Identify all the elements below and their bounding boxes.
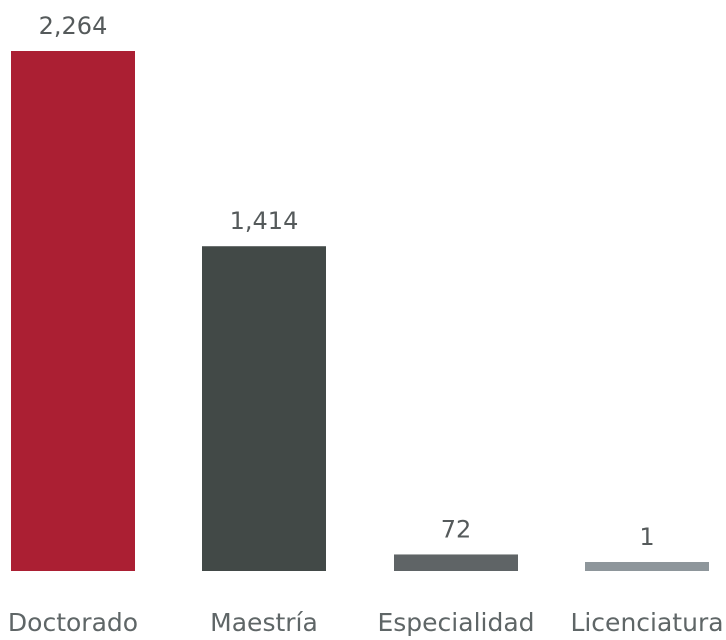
value-label: 1 [639,523,654,551]
bar-maestría [202,246,326,571]
value-label: 72 [441,515,472,543]
category-label: Maestría [210,608,318,637]
bar-especialidad [394,554,518,571]
bar-licenciatura [585,562,709,571]
category-label: Licenciatura [570,608,723,637]
value-label: 1,414 [230,207,299,235]
bar-doctorado [11,51,135,571]
category-label: Especialidad [377,608,534,637]
value-label: 2,264 [39,12,108,40]
category-label: Doctorado [8,608,138,637]
